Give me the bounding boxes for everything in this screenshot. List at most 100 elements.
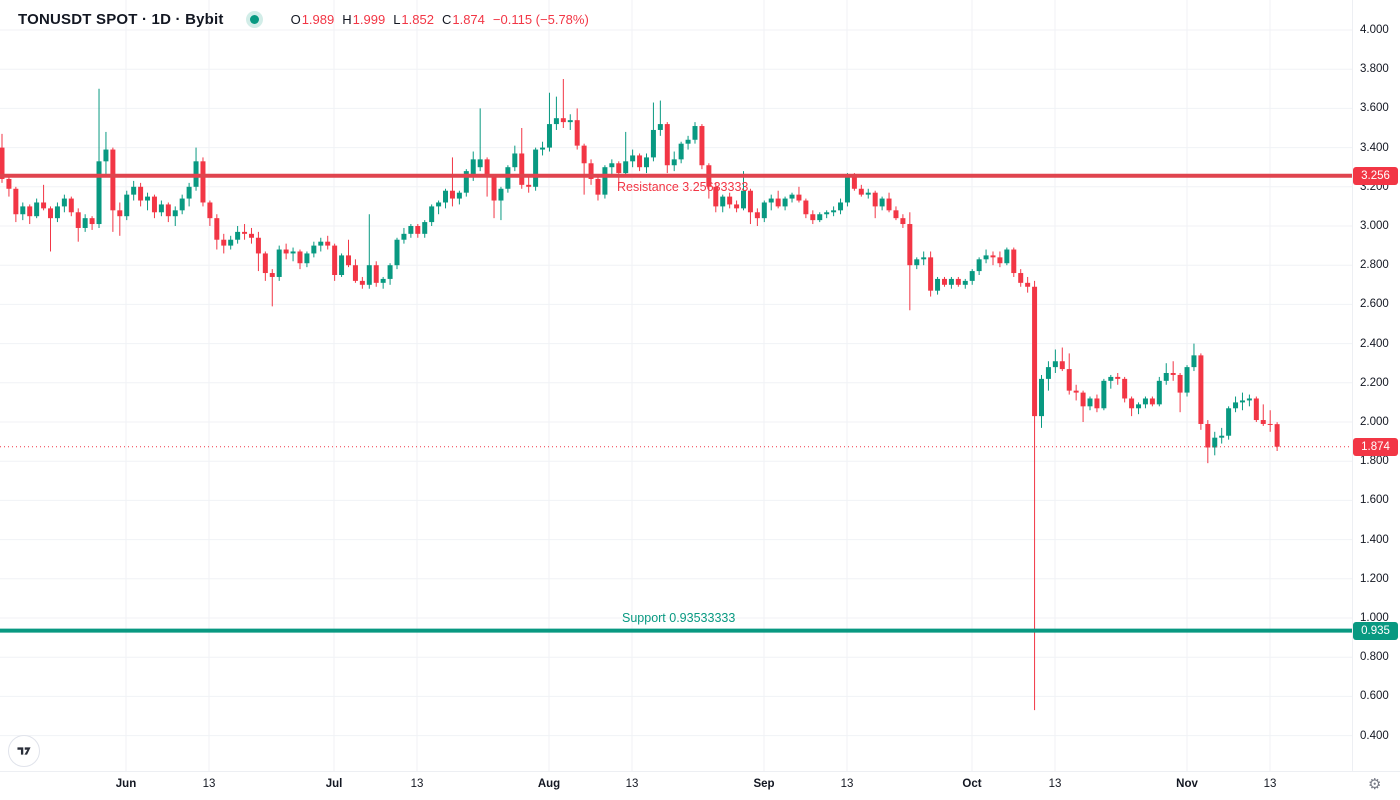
candle[interactable] <box>82 214 88 232</box>
tradingview-logo[interactable] <box>8 735 40 767</box>
candle[interactable] <box>456 190 462 205</box>
candle[interactable] <box>637 153 643 172</box>
candle[interactable] <box>734 200 740 213</box>
candle[interactable] <box>747 188 753 225</box>
candle[interactable] <box>449 157 455 207</box>
candle[interactable] <box>824 210 830 219</box>
candle[interactable] <box>380 276 386 289</box>
candle[interactable] <box>664 122 670 174</box>
candle[interactable] <box>248 227 254 244</box>
candle[interactable] <box>831 206 837 217</box>
candle[interactable] <box>983 249 989 264</box>
candle[interactable] <box>935 276 941 295</box>
candle[interactable] <box>269 269 275 307</box>
candle[interactable] <box>1246 394 1252 407</box>
candle[interactable] <box>27 204 33 225</box>
candle[interactable] <box>616 161 622 185</box>
candle[interactable] <box>20 202 26 221</box>
candle[interactable] <box>928 251 934 297</box>
candle[interactable] <box>443 188 449 209</box>
candle[interactable] <box>650 102 656 162</box>
candle[interactable] <box>235 226 241 244</box>
candle[interactable] <box>339 253 345 277</box>
candle[interactable] <box>685 135 691 150</box>
candle[interactable] <box>1219 427 1225 444</box>
candle[interactable] <box>574 108 580 150</box>
candle[interactable] <box>6 175 12 197</box>
candle[interactable] <box>332 243 338 281</box>
candle[interactable] <box>526 175 532 193</box>
candle[interactable] <box>567 114 573 130</box>
candle[interactable] <box>1004 247 1010 266</box>
candle[interactable] <box>865 188 871 199</box>
candle[interactable] <box>512 145 518 172</box>
candle[interactable] <box>304 251 310 268</box>
candle[interactable] <box>110 147 116 232</box>
candle[interactable] <box>1184 365 1190 397</box>
candle[interactable] <box>89 216 95 230</box>
candle[interactable] <box>720 194 726 213</box>
candle[interactable] <box>415 224 421 238</box>
candle[interactable] <box>145 192 151 211</box>
candle[interactable] <box>810 210 816 225</box>
candle[interactable] <box>657 100 663 136</box>
candle[interactable] <box>844 173 850 207</box>
candle[interactable] <box>699 124 705 170</box>
candle[interactable] <box>1052 349 1058 373</box>
candle[interactable] <box>962 278 968 289</box>
candle[interactable] <box>623 131 629 177</box>
candle[interactable] <box>394 237 400 270</box>
candle[interactable] <box>297 249 303 270</box>
candle[interactable] <box>955 276 961 287</box>
candle[interactable] <box>290 247 296 262</box>
candle[interactable] <box>165 202 171 223</box>
candle[interactable] <box>193 147 199 191</box>
candle[interactable] <box>283 243 289 260</box>
candle[interactable] <box>858 184 864 197</box>
candle[interactable] <box>768 194 774 211</box>
candle[interactable] <box>553 96 559 130</box>
candle[interactable] <box>782 196 788 211</box>
axis-settings-gear-icon[interactable]: ⚙ <box>1368 776 1382 793</box>
candle[interactable] <box>96 88 102 228</box>
candle[interactable] <box>491 175 497 219</box>
candle[interactable] <box>976 257 982 275</box>
resistance-line-label[interactable]: Resistance 3.25633333 <box>617 179 749 194</box>
candle[interactable] <box>838 198 844 215</box>
candle[interactable] <box>228 235 234 250</box>
candle[interactable] <box>172 206 178 226</box>
candle[interactable] <box>366 214 372 289</box>
candle[interactable] <box>754 208 760 226</box>
candle[interactable] <box>255 231 261 272</box>
candle[interactable] <box>1080 390 1086 422</box>
candle[interactable] <box>54 202 60 223</box>
candle[interactable] <box>505 165 511 193</box>
candle[interactable] <box>678 141 684 164</box>
candle[interactable] <box>158 200 164 217</box>
candle[interactable] <box>1233 396 1239 413</box>
candle[interactable] <box>401 227 407 244</box>
candle[interactable] <box>1129 396 1135 417</box>
candle[interactable] <box>1142 396 1148 409</box>
candle[interactable] <box>886 192 892 213</box>
candle[interactable] <box>75 208 81 242</box>
candle[interactable] <box>872 190 878 219</box>
candle[interactable] <box>727 192 733 209</box>
candle[interactable] <box>761 200 767 223</box>
candle[interactable] <box>1018 269 1024 287</box>
candle[interactable] <box>775 190 781 209</box>
candle[interactable] <box>68 196 74 217</box>
candle[interactable] <box>1136 402 1142 415</box>
candle[interactable] <box>151 194 157 219</box>
candle[interactable] <box>477 108 483 172</box>
candle[interactable] <box>1115 373 1121 385</box>
candle[interactable] <box>540 141 546 156</box>
candle[interactable] <box>602 165 608 199</box>
candle[interactable] <box>1032 280 1038 711</box>
candle[interactable] <box>276 245 282 281</box>
candle[interactable] <box>359 276 365 289</box>
candle[interactable] <box>948 276 954 289</box>
candle[interactable] <box>346 239 351 268</box>
candle[interactable] <box>124 190 130 221</box>
